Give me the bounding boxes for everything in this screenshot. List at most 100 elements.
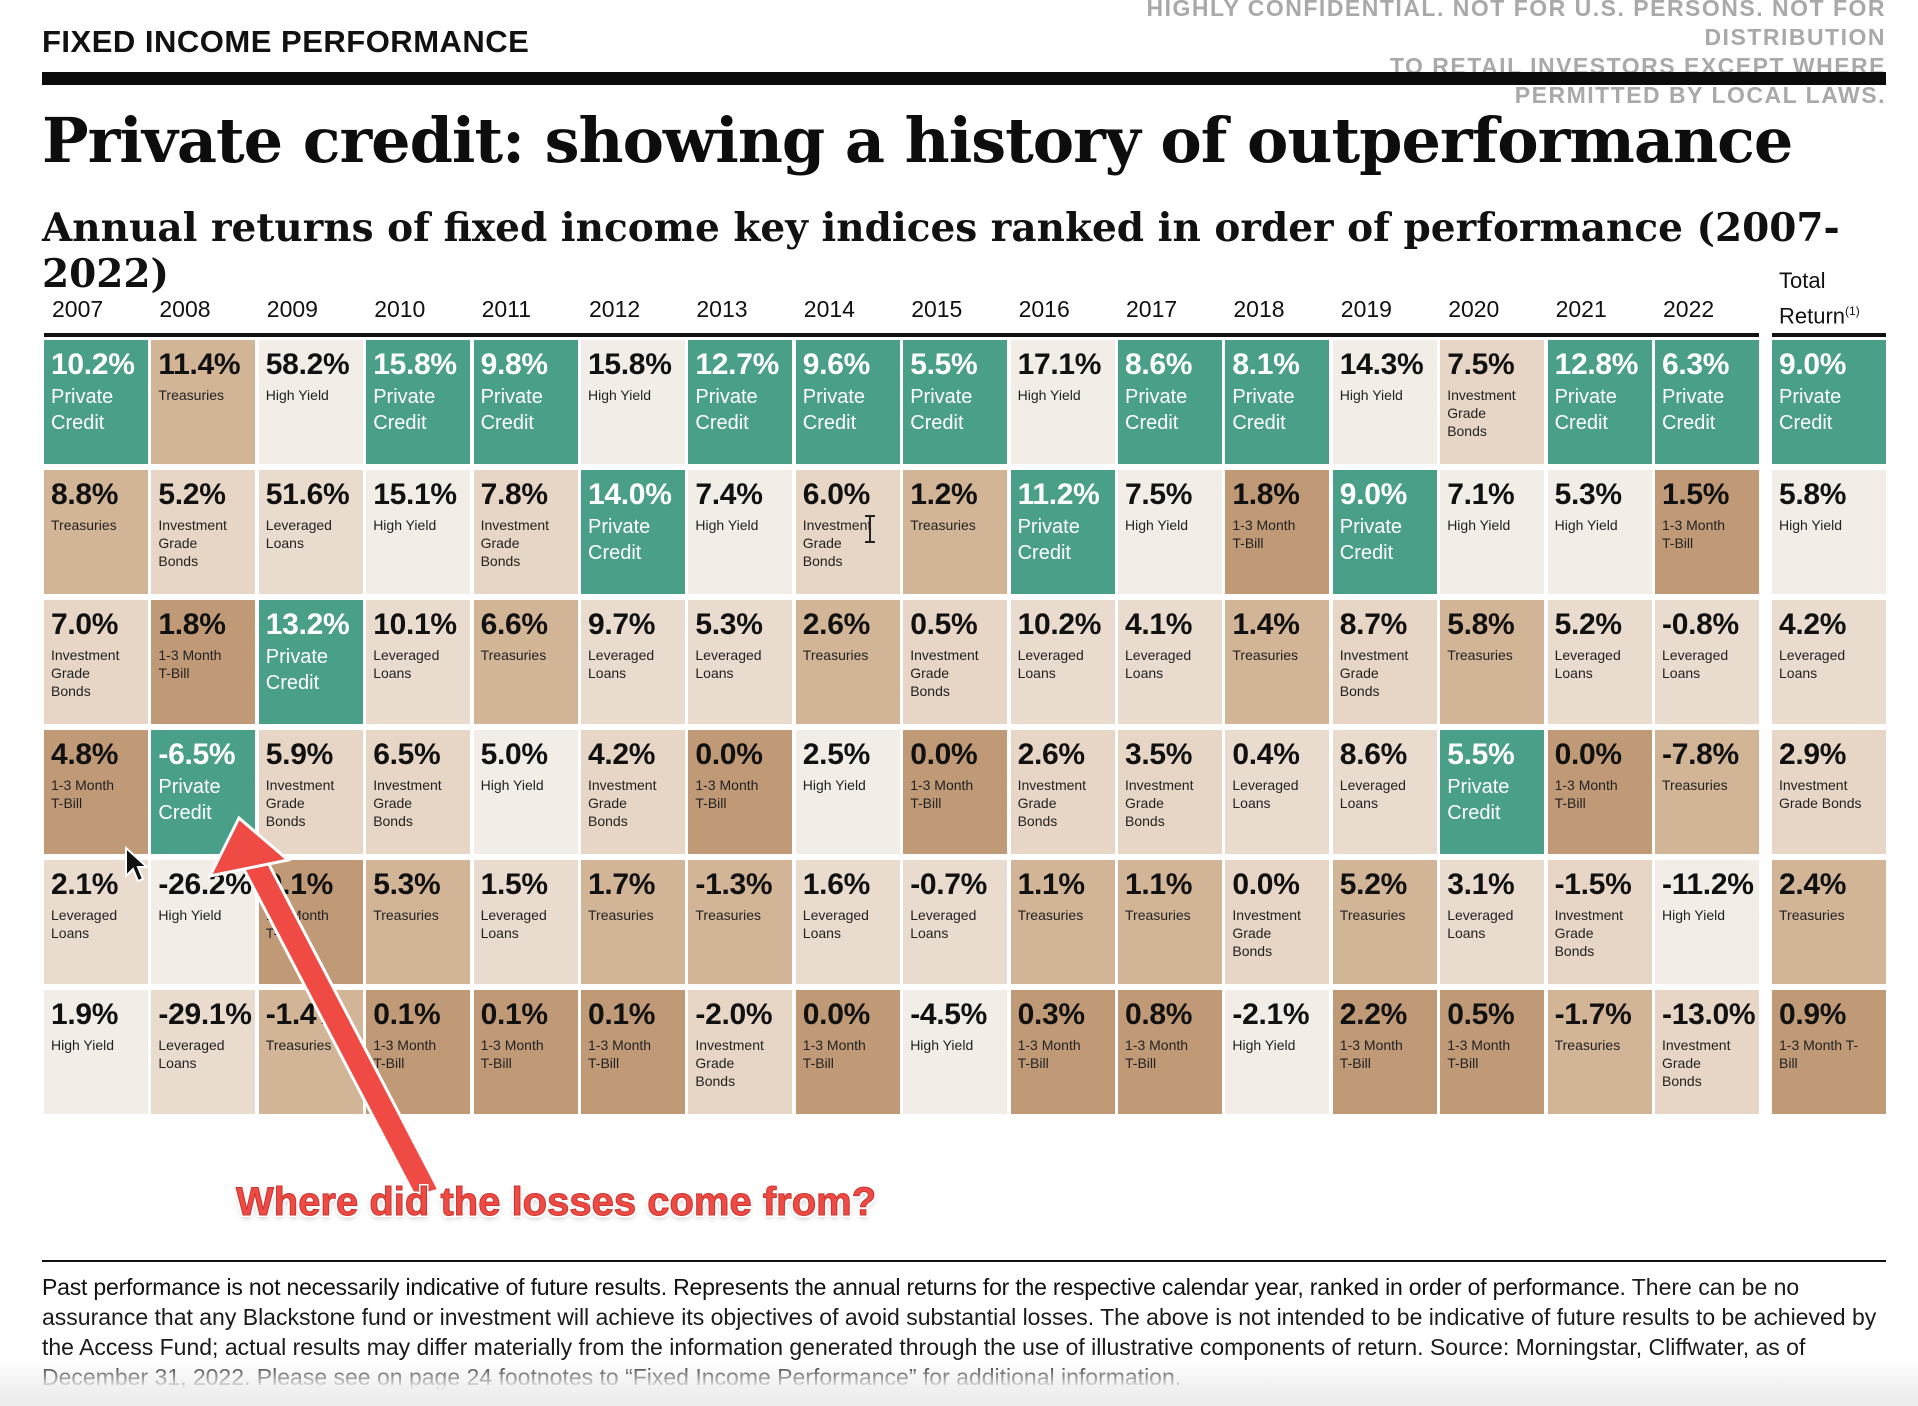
asset-class-label: Private Credit [265,646,329,694]
return-value: -4.5% [910,998,988,1031]
section-label: FIXED INCOME PERFORMANCE [42,24,530,59]
return-value: 0.0% [802,998,870,1031]
return-cell: 6.6% Treasuries [473,600,578,724]
year-header: 2022 [1663,296,1715,322]
page-subtitle: Annual returns of fixed income key indic… [42,205,1840,297]
return-value: -1.5% [1554,868,1632,901]
return-cell: 5.8% Treasuries [1440,600,1545,724]
return-cell: 4.8% 1-3 Month T-Bill [44,730,148,854]
return-cell: 4.1% Leveraged Loans [1118,600,1222,724]
asset-class-label: Treasuries [1779,907,1845,923]
year-header: 2017 [1126,296,1178,322]
return-cell: -13.0% Investment Grade Bonds [1655,990,1759,1114]
asset-class-label: Treasuries [1125,907,1191,923]
return-value: 4.2% [588,738,656,771]
return-value: 4.8% [51,738,119,771]
return-cell: 5.3% High Yield [1547,470,1652,594]
return-cell: 5.3% Treasuries [366,860,471,984]
return-value: 5.3% [695,608,763,641]
return-cell: 5.2% Treasuries [1332,860,1437,984]
asset-class-label: 1-3 Month T-Bill [910,777,974,811]
asset-class-label: Leveraged Loans [373,647,440,681]
return-cell: 1.5% 1-3 Month T-Bill [1655,470,1759,594]
return-value: -2.0% [695,998,773,1031]
return-value: -0.7% [910,868,988,901]
asset-class-label: Private Credit [51,386,114,434]
asset-class-label: Treasuries [158,387,225,403]
return-value: 1.8% [1232,478,1300,511]
confidentiality-line: HIGHLY CONFIDENTIAL. NOT FOR U.S. PERSON… [1146,0,1886,50]
asset-class-label: High Yield [588,387,652,403]
asset-class-label: Private Credit [480,386,543,434]
asset-class-label: Private Credit [1339,516,1403,564]
return-value: 2.5% [802,738,870,771]
return-value: 0.0% [695,738,763,771]
return-value: 5.5% [1447,738,1515,771]
asset-class-label: Treasuries [1662,777,1728,793]
return-cell: 15.8% High Yield [581,340,685,464]
year-header: 2011 [481,296,532,322]
asset-class-label: 1-3 Month T-Bill [1779,1037,1859,1071]
asset-class-label: Treasuries [51,517,117,533]
return-cell: 11.2% Private Credit [1010,470,1115,594]
total-return-cell: 2.4% Treasuries [1772,860,1886,984]
asset-class-label: Leveraged Loans [1017,647,1084,681]
return-cell: 0.1% 1-3 Month T-Bill [366,990,471,1114]
return-cell: 0.0% 1-3 Month T-Bill [688,730,793,854]
total-return-footnote-marker: (1) [1845,304,1860,318]
asset-class-label: High Yield [480,777,544,793]
return-cell: 5.9% Investment Grade Bonds [258,730,363,854]
return-cell: 8.7% Investment Grade Bonds [1332,600,1437,724]
return-cell: 5.2% Leveraged Loans [1547,600,1652,724]
return-value: 9.6% [802,348,870,381]
return-value: 0.1% [480,998,548,1031]
return-cell: 1.6% Leveraged Loans [795,860,900,984]
asset-class-label: Investment Grade Bonds [51,647,120,699]
return-cell: 1.5% Leveraged Loans [473,860,578,984]
confidentiality-notice: HIGHLY CONFIDENTIAL. NOT FOR U.S. PERSON… [986,0,1886,110]
return-value: 2.1% [51,868,119,901]
return-value: 6.6% [480,608,548,641]
return-cell: 10.2% Leveraged Loans [1010,600,1115,724]
asset-class-label: Leveraged Loans [1232,777,1299,811]
asset-class-label: Investment Grade Bonds [588,777,657,829]
return-cell: 5.0% High Yield [473,730,578,854]
return-value: 1.1% [1125,868,1193,901]
return-cell: 7.5% High Yield [1118,470,1222,594]
asset-class-label: Investment Grade Bonds [1125,777,1194,829]
return-value: 2.9% [1779,738,1847,771]
return-value: 10.2% [51,348,135,381]
return-value: 0.5% [1447,998,1515,1031]
return-value: 10.2% [1017,608,1102,641]
asset-class-label: High Yield [1662,907,1726,923]
return-cell: 2.6% Investment Grade Bonds [1010,730,1115,854]
confidentiality-line: PERMITTED BY LOCAL LAWS. [1514,82,1886,108]
return-cell: 7.5% Investment Grade Bonds [1440,340,1545,464]
asset-class-label: 1-3 Month T-Bill [51,777,115,811]
return-value: 51.6% [265,478,350,511]
asset-class-label: Investment Grade Bonds [1779,777,1862,811]
return-value: 15.8% [588,348,672,381]
asset-class-label: Private Credit [373,386,436,434]
asset-class-label: Private Credit [1232,386,1295,434]
asset-class-label: Treasuries [1232,647,1299,663]
return-value: 5.8% [1779,478,1847,511]
year-header: 2013 [696,296,748,322]
asset-class-label: 1-3 Month T-Bill [1339,1037,1403,1071]
return-value: 8.6% [1125,348,1193,381]
asset-class-label: Private Credit [1125,386,1188,434]
year-header: 2007 [52,296,104,322]
return-value: 1.6% [802,868,870,901]
asset-class-label: Private Credit [1779,386,1842,434]
return-value: 1.1% [1017,868,1085,901]
return-cell: 0.0% 1-3 Month T-Bill [795,990,900,1114]
asset-class-label: High Yield [1125,517,1189,533]
return-value: -1.3% [695,868,773,901]
return-cell: -26.2% High Yield [151,860,256,984]
return-cell: 2.1% Leveraged Loans [44,860,148,984]
text-cursor-icon [865,515,875,543]
asset-class-label: Treasuries [1339,907,1406,923]
asset-class-label: Investment Grade Bonds [265,777,335,829]
return-value: 58.2% [265,348,350,381]
asset-class-label: High Yield [373,517,437,533]
